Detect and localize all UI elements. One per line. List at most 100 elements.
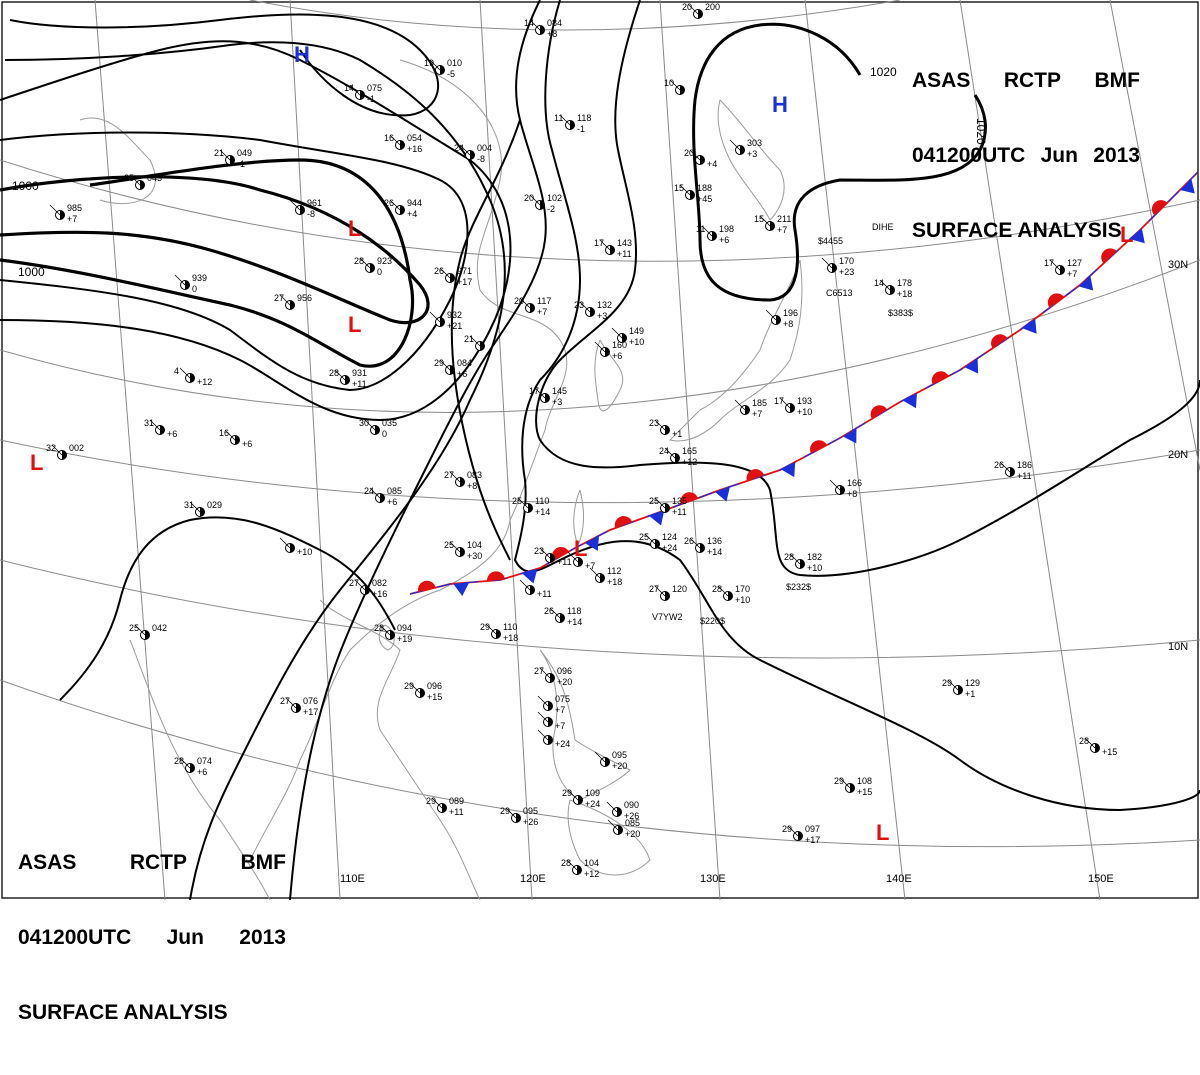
station-plot: 14 178+18 [874, 278, 912, 299]
station-pressure-tendency: +20 [612, 761, 627, 771]
station-pressure: 124 [662, 532, 677, 542]
wind-barb [279, 537, 291, 549]
title-product: BMF [240, 851, 287, 874]
station-pressure-tendency: +6 [612, 351, 622, 361]
cloud-cover-fill [605, 347, 610, 357]
station-pressure-tendency: +6 [719, 235, 729, 245]
cloud-cover-fill [60, 210, 65, 220]
station-code: $4455 [818, 236, 843, 246]
station-pressure-tendency: +8 [547, 29, 557, 39]
isobar-1020 [692, 22, 987, 302]
warm-front-symbol [991, 334, 1008, 349]
wind-barb [599, 239, 611, 251]
cloud-cover-fill [665, 503, 670, 513]
station-pressure: 178 [897, 278, 912, 288]
stationary-front-cold-segments [409, 171, 1199, 595]
title-line-3: SURFACE ANALYSIS [912, 219, 1122, 242]
station-pressure: 170 [735, 584, 750, 594]
station-plot: 10 [664, 78, 685, 95]
station-pressure-tendency: +23 [839, 267, 854, 277]
station-pressure-tendency: +14 [567, 617, 582, 627]
station-code: DIHE [872, 222, 894, 232]
station-pressure: 084 [547, 18, 562, 28]
lon-label-150e: 150E [1088, 873, 1114, 885]
station-pressure-tendency: +11 [557, 557, 572, 567]
station-plot: 27 096+20 [534, 666, 572, 687]
station-temperature: 25 [444, 540, 454, 550]
station-pressure-tendency: +7 [555, 705, 565, 715]
wind-barb [537, 711, 549, 723]
cloud-cover-fill [578, 557, 583, 567]
station-temperature: 29 [782, 824, 792, 834]
station-pressure: 971 [457, 266, 472, 276]
cold-front-symbol [453, 582, 470, 597]
station-pressure: 170 [839, 256, 854, 266]
station-plot: 090+26 [606, 800, 639, 821]
longitude-labels: 110E 120E 130E 140E 150E [340, 873, 1114, 885]
parallel-40n [0, 159, 1200, 262]
station-plot: 961-8 [289, 198, 322, 219]
coast-taiwan [573, 489, 584, 547]
station-code: $232$ [786, 582, 811, 592]
wind-barb [359, 257, 371, 269]
warm-front-symbol [1101, 248, 1117, 264]
coast-asia-east [249, 59, 568, 861]
cloud-cover-fill [496, 629, 501, 639]
station-temperature: 28 [374, 623, 384, 633]
cloud-cover-fill [460, 547, 465, 557]
station-pressure-tendency: +6 [197, 767, 207, 777]
station-plot: 095+20 [594, 750, 627, 771]
title-line-2: 041200UTC Jun 2013 [18, 925, 286, 950]
station-plot: 28 104+12 [561, 858, 599, 879]
cloud-cover-fill [840, 485, 845, 495]
map-canvas: 14 084+819 010-514 075-116 054+16 24 004-811 11… [0, 0, 1200, 900]
station-temperature: 19 [424, 58, 434, 68]
isobar-1016-west [59, 516, 396, 701]
station-temperature: 30 [359, 418, 369, 428]
station-pressure: 054 [407, 133, 422, 143]
cloud-cover-fill [450, 365, 455, 375]
wind-barb [485, 623, 497, 635]
wind-barb [379, 624, 391, 636]
cloud-cover-fill [890, 285, 895, 295]
cloud-cover-fill [62, 450, 67, 460]
station-pressure: 932 [447, 310, 462, 320]
station-pressure-tendency: 0 [192, 284, 197, 294]
station-pressure: 120 [672, 584, 687, 594]
title-station: RCTP [129, 851, 188, 874]
cloud-cover-fill [680, 85, 685, 95]
station-pressure-tendency: +10 [797, 407, 812, 417]
station-plot: 32 002 [46, 443, 84, 460]
wind-barb [279, 294, 291, 306]
station-temperature: 27 [444, 470, 454, 480]
station-temperature: 23 [649, 418, 659, 428]
coast-luzon [539, 649, 631, 801]
cold-front-symbol [1022, 318, 1037, 334]
station-plot: 14 075-1 [344, 83, 382, 104]
warm-front-symbol [487, 571, 506, 582]
cloud-cover-fill [200, 507, 205, 517]
station-temperature: 27 [280, 696, 290, 706]
wind-barb [537, 729, 549, 741]
warm-front-symbol [614, 516, 633, 529]
station-plot: 27 083+8 [444, 470, 482, 491]
station-plot: 28 931+11 [329, 368, 367, 389]
station-plot: 932+21 [429, 310, 462, 331]
wind-barb [611, 327, 623, 339]
lat-label-10n: 10N [1168, 641, 1188, 653]
station-pressure-tendency: +16 [372, 589, 387, 599]
station-plot: +7 [537, 711, 565, 731]
station-plot: 28 094+19 [374, 623, 412, 644]
station-pressure: 303 [747, 138, 762, 148]
station-pressure: 944 [407, 198, 422, 208]
station-temperature: 14 [874, 278, 884, 288]
station-pressure-tendency: +10 [735, 595, 750, 605]
cloud-cover-fill [185, 280, 190, 290]
station-code: $383$ [888, 308, 913, 318]
station-plot: 196+8 [765, 308, 798, 329]
cold-front-symbol [781, 461, 796, 478]
station-pressure-tendency: +3 [747, 149, 757, 159]
station-temperature: 15 [754, 214, 764, 224]
station-plot: 17 127+7 [1044, 258, 1082, 279]
station-pressure-tendency: +10 [297, 547, 312, 557]
